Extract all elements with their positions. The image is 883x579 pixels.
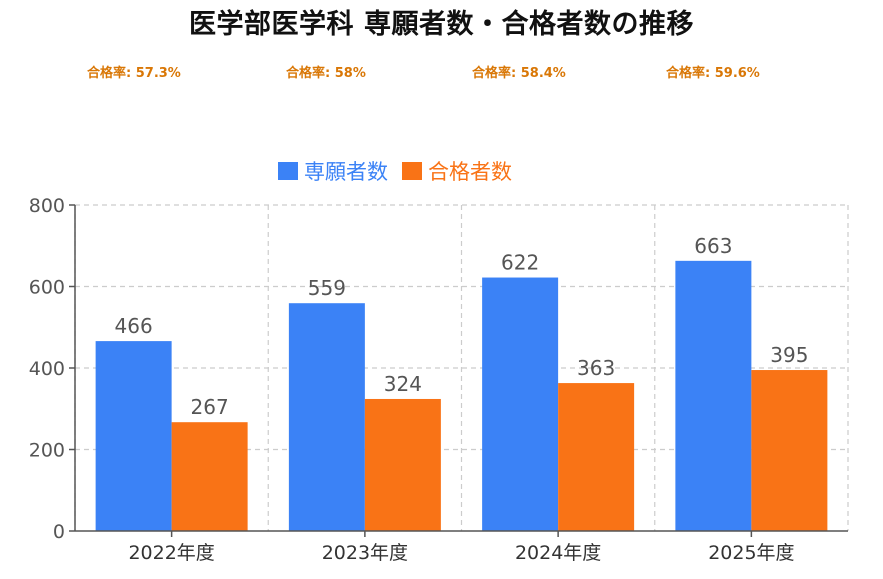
y-tick-label: 600 (29, 277, 65, 299)
pass-rate-2025: 合格率: 59.6% (666, 66, 760, 81)
x-tick-label: 2023年度 (322, 542, 408, 564)
y-tick-label: 800 (29, 195, 65, 217)
x-tick-label: 2024年度 (515, 542, 601, 564)
bar (482, 277, 559, 531)
legend-swatch-series2 (402, 162, 422, 180)
x-tick-label: 2025年度 (708, 542, 794, 564)
pass-rate-2023: 合格率: 58% (286, 66, 366, 81)
bar (675, 260, 752, 531)
legend-label-series2: 合格者数 (428, 160, 512, 184)
bar-value-label: 395 (770, 343, 808, 367)
legend-swatch-series1 (278, 162, 298, 180)
chart-title: 医学部医学科 専願者数・合格者数の推移 (189, 9, 694, 40)
bar-value-label: 663 (694, 234, 732, 258)
y-tick-label: 200 (29, 440, 65, 462)
chart-legend: 専願者数 合格者数 (278, 156, 526, 186)
bar (751, 370, 828, 531)
legend-item-series1[interactable]: 専願者数 (278, 156, 388, 186)
bar-value-label: 622 (501, 251, 539, 275)
legend-label-series1: 専願者数 (304, 160, 388, 184)
bar-value-label: 267 (191, 395, 229, 419)
y-tick-label: 0 (53, 521, 65, 543)
bar (95, 341, 172, 531)
x-tick-label: 2022年度 (128, 542, 214, 564)
legend-item-series2[interactable]: 合格者数 (402, 156, 512, 186)
bar (288, 303, 365, 531)
bar-value-label: 324 (384, 372, 422, 396)
pass-rate-2024: 合格率: 58.4% (472, 66, 566, 81)
pass-rate-2022: 合格率: 57.3% (87, 66, 181, 81)
bar (171, 422, 248, 531)
bar-value-label: 559 (308, 276, 346, 300)
bar (558, 383, 635, 531)
bar (364, 398, 441, 531)
y-tick-label: 400 (29, 358, 65, 380)
bar-value-label: 466 (115, 314, 153, 338)
bar-value-label: 363 (577, 356, 615, 380)
